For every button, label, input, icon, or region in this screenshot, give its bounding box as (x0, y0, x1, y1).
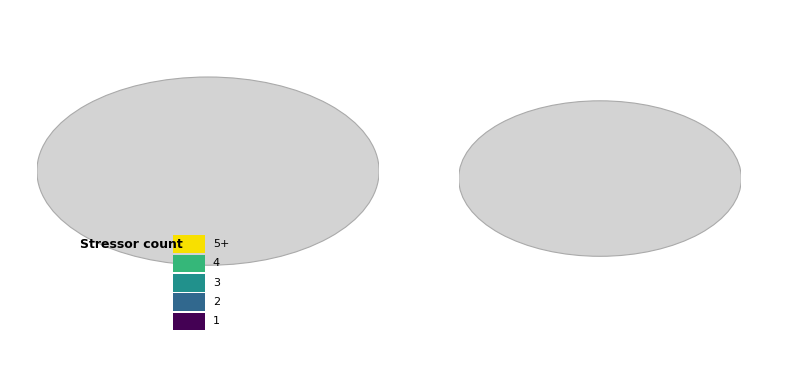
Text: 3: 3 (213, 278, 220, 288)
Ellipse shape (37, 77, 379, 265)
Ellipse shape (458, 101, 742, 256)
Text: 2: 2 (213, 297, 220, 307)
Text: Stressor count: Stressor count (80, 238, 182, 251)
FancyBboxPatch shape (173, 312, 205, 330)
FancyBboxPatch shape (173, 274, 205, 292)
Text: 1: 1 (213, 317, 220, 327)
Text: 5+: 5+ (213, 239, 229, 249)
FancyBboxPatch shape (173, 293, 205, 311)
FancyBboxPatch shape (173, 235, 205, 253)
FancyBboxPatch shape (173, 254, 205, 272)
Text: 4: 4 (213, 259, 220, 269)
